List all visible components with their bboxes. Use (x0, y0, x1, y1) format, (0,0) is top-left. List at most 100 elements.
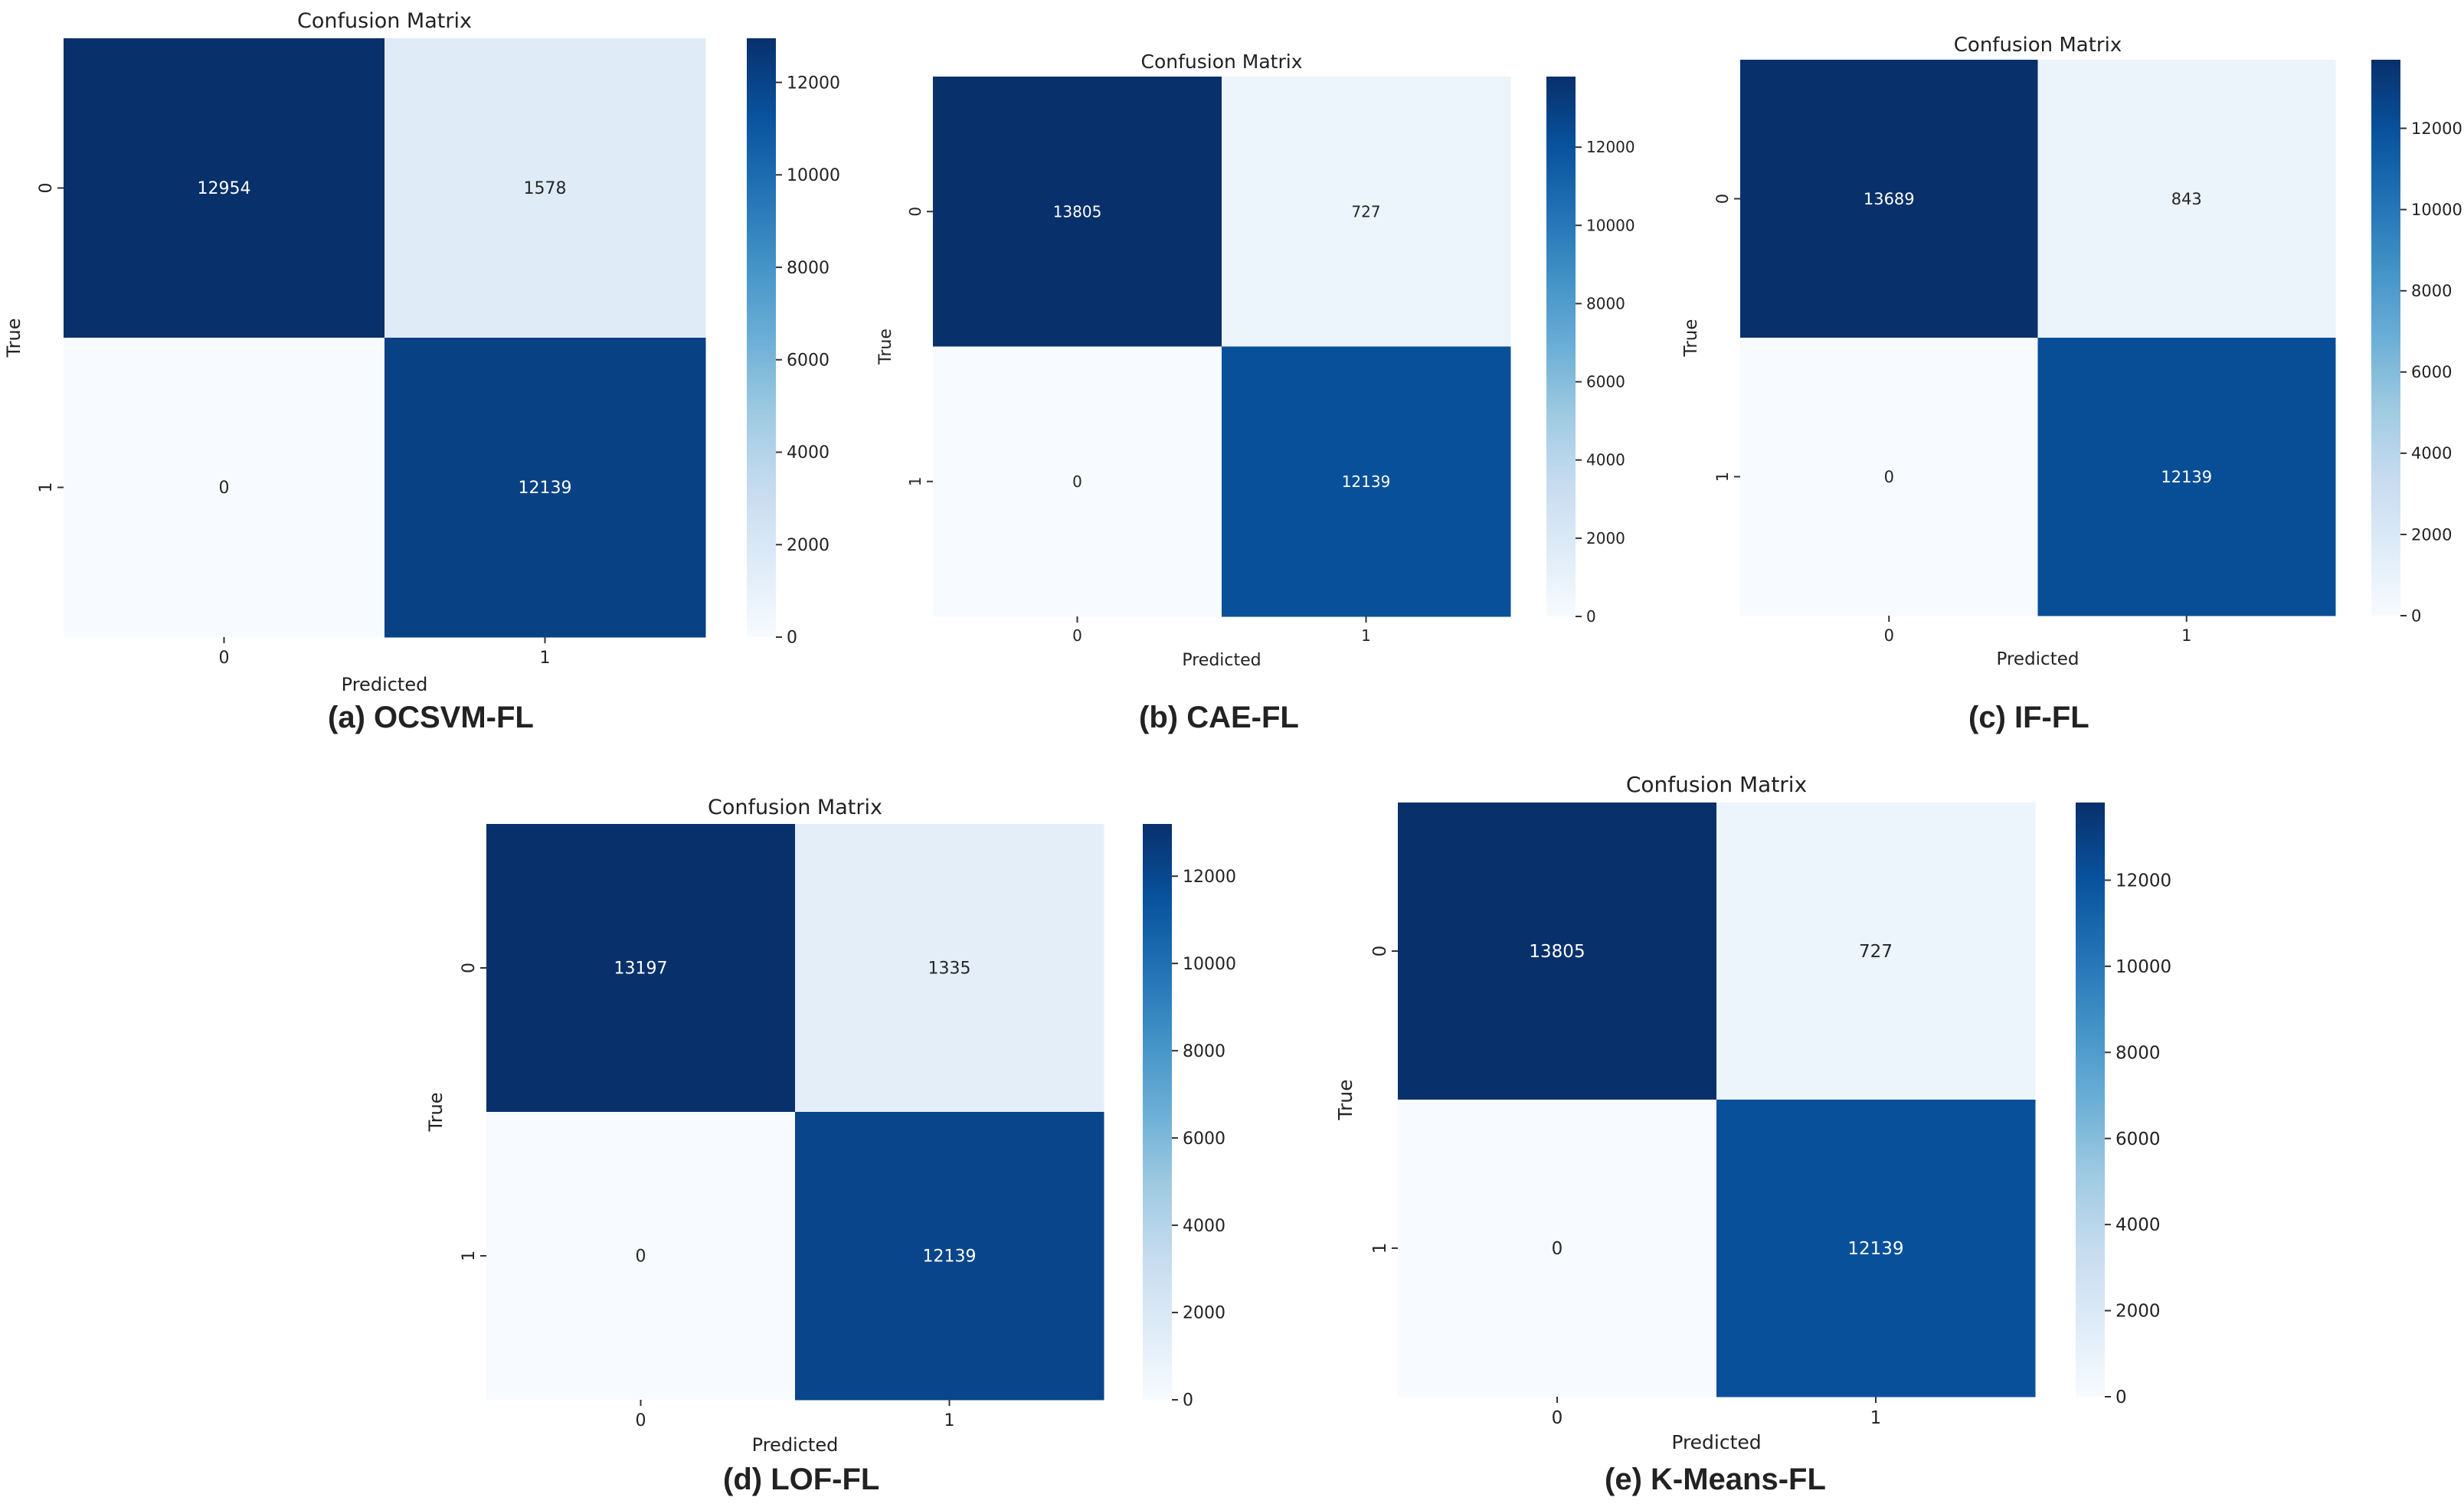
colorbar-tick-label: 10000 (2116, 957, 2171, 977)
heatmap-cell (2037, 338, 2336, 616)
colorbar (2371, 60, 2400, 616)
heatmap-cell (1222, 77, 1511, 347)
cell-value-label: 12139 (2161, 468, 2212, 486)
x-tick-label: 1 (944, 1411, 955, 1430)
colorbar-tick-label: 8000 (2116, 1043, 2161, 1063)
y-tick-label: 1 (460, 1250, 479, 1261)
cell-value-label: 12139 (1342, 472, 1391, 491)
heatmap-cell (1740, 338, 2038, 616)
caption-d: (d) LOF-FL (723, 1463, 880, 1496)
heatmap-cell (1740, 60, 2038, 338)
chart-title: Confusion Matrix (1954, 34, 2122, 57)
y-tick-label: 1 (1370, 1243, 1390, 1254)
colorbar-tick-label: 6000 (2116, 1129, 2161, 1149)
chart-title: Confusion Matrix (297, 9, 472, 33)
colorbar-tick-label: 6000 (787, 351, 830, 370)
cell-value-label: 0 (219, 479, 230, 498)
cell-value-label: 12139 (1847, 1239, 1903, 1259)
heatmap-cell (1716, 1100, 2036, 1397)
heatmap-cell (933, 77, 1222, 347)
heatmap-cell (1222, 346, 1511, 617)
heatmap-cell (795, 824, 1104, 1113)
caption-a: (a) OCSVM-FL (328, 701, 534, 734)
caption-c: (c) IF-FL (1968, 701, 2089, 734)
cell-value-label: 0 (1884, 468, 1894, 486)
colorbar-tick-label: 2000 (1183, 1304, 1225, 1323)
colorbar (747, 38, 776, 637)
cell-value-label: 12139 (923, 1247, 977, 1267)
y-axis-label: True (876, 329, 895, 365)
colorbar (2076, 803, 2105, 1397)
cell-value-label: 1335 (928, 959, 971, 979)
colorbar-tick-label: 10000 (1586, 216, 1635, 234)
colorbar-tick-label: 12000 (1183, 868, 1236, 887)
y-tick-label: 0 (1713, 194, 1732, 204)
heatmap-cell (1398, 1100, 1717, 1397)
cell-value-label: 0 (1552, 1239, 1563, 1259)
y-axis-label: True (3, 319, 25, 358)
x-tick-label: 0 (636, 1411, 646, 1430)
heatmap-cell (1716, 803, 2036, 1100)
colorbar-tick-label: 2000 (2411, 525, 2452, 544)
cell-value-label: 13197 (614, 959, 668, 979)
colorbar-tick-label: 0 (1183, 1391, 1193, 1411)
chart-title: Confusion Matrix (1140, 51, 1302, 73)
x-tick-label: 0 (1072, 626, 1082, 645)
x-axis-label: Predicted (342, 674, 428, 695)
cell-value-label: 12139 (519, 479, 572, 498)
colorbar-tick-label: 12000 (1586, 138, 1635, 156)
cell-value-label: 13805 (1529, 942, 1585, 962)
x-axis-label: Predicted (752, 1434, 839, 1456)
chart-title: Confusion Matrix (708, 796, 882, 819)
cell-value-label: 727 (1351, 202, 1380, 221)
confusion-matrix-panel-0: Confusion Matrix 12954 1578 0 12139 0 1 0 1 Predi… (3, 9, 840, 695)
colorbar-tick-label: 12000 (2116, 871, 2171, 891)
colorbar-tick-label: 2000 (1586, 529, 1625, 548)
cell-value-label: 1578 (524, 179, 567, 198)
colorbar-tick-label: 0 (2411, 606, 2421, 625)
x-tick-label: 0 (1552, 1408, 1563, 1428)
colorbar-tick-label: 8000 (787, 259, 830, 278)
cell-value-label: 12954 (198, 179, 251, 198)
y-tick-label: 1 (906, 476, 924, 486)
y-axis-label: True (1681, 319, 1701, 358)
colorbar-tick-label: 8000 (2411, 282, 2452, 300)
cell-value-label: 727 (1859, 942, 1893, 962)
x-tick-label: 0 (1884, 626, 1894, 645)
heatmap-cell (64, 38, 385, 338)
heatmap-cell (64, 338, 385, 638)
heatmap-cell (933, 346, 1222, 617)
caption-b: (b) CAE-FL (1139, 701, 1299, 734)
colorbar-tick-label: 4000 (2411, 444, 2452, 463)
x-axis-label: Predicted (1997, 649, 2080, 669)
chart-title: Confusion Matrix (1626, 772, 1807, 797)
y-tick-label: 0 (906, 207, 924, 217)
colorbar (1143, 824, 1172, 1400)
x-axis-label: Predicted (1671, 1431, 1761, 1453)
colorbar-tick-label: 12000 (2411, 119, 2462, 138)
y-axis-label: True (1334, 1079, 1356, 1120)
colorbar-tick-label: 12000 (787, 74, 840, 93)
heatmap-cell (486, 1112, 796, 1401)
colorbar-tick-label: 4000 (787, 443, 830, 463)
colorbar-tick-label: 6000 (1183, 1129, 1225, 1149)
colorbar-tick-label: 6000 (2411, 363, 2452, 381)
y-axis-label: True (425, 1093, 447, 1133)
y-tick-label: 0 (37, 183, 56, 194)
heatmap-cell (384, 338, 706, 638)
heatmap-cell (2037, 60, 2336, 338)
colorbar-tick-label: 4000 (1183, 1217, 1225, 1236)
y-tick-label: 1 (1713, 472, 1732, 482)
x-tick-label: 1 (1361, 626, 1371, 645)
colorbar-tick-label: 4000 (2116, 1215, 2161, 1235)
colorbar-tick-label: 2000 (787, 536, 830, 555)
caption-e: (e) K-Means-FL (1605, 1463, 1826, 1496)
x-tick-label: 1 (1870, 1408, 1882, 1428)
x-axis-label: Predicted (1182, 651, 1261, 670)
heatmap-cell (384, 38, 706, 338)
y-tick-label: 0 (460, 963, 479, 973)
cell-value-label: 0 (1072, 472, 1082, 491)
confusion-matrix-panel-2: Confusion Matrix 13689 843 0 12139 0 1 0 1 Predic… (1681, 34, 2462, 669)
